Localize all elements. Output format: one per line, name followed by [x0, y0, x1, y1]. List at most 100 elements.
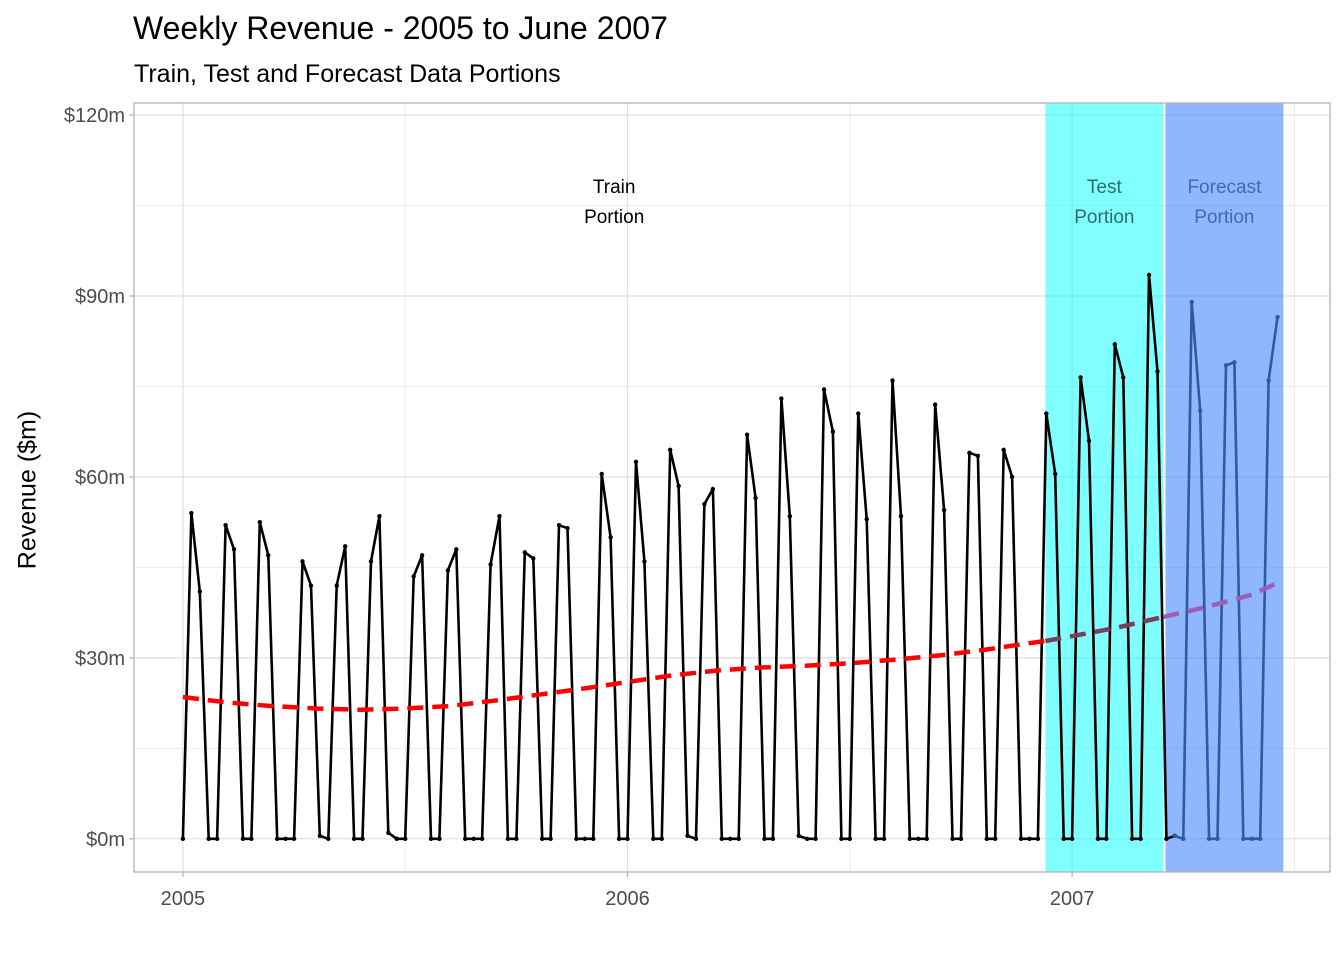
actual-point: [479, 836, 485, 842]
actual-point: [728, 836, 733, 842]
actual-point: [386, 830, 391, 835]
actual-point: [180, 836, 186, 842]
actual-point: [651, 836, 656, 842]
actual-point: [574, 836, 579, 842]
forecast-point: [1257, 836, 1263, 842]
actual-point: [291, 836, 297, 842]
actual-point: [454, 547, 459, 552]
actual-point: [932, 402, 938, 407]
region-test-portion: [1045, 103, 1164, 872]
forecast-point: [1275, 314, 1280, 320]
actual-point: [206, 836, 211, 842]
actual-point: [975, 453, 981, 459]
actual-point: [565, 526, 570, 531]
actual-point: [941, 507, 947, 513]
actual-point: [582, 836, 588, 842]
forecast-point: [1232, 360, 1237, 365]
actual-point: [916, 836, 921, 842]
actual-point: [907, 836, 913, 842]
actual-point: [1078, 375, 1083, 380]
x-tick-label: 2005: [161, 888, 206, 910]
actual-point: [967, 450, 972, 456]
actual-point: [1035, 836, 1041, 842]
forecast-point: [1266, 378, 1271, 383]
chart-title: Weekly Revenue - 2005 to June 2007: [133, 10, 668, 46]
actual-point: [864, 516, 869, 522]
actual-point: [1009, 474, 1015, 480]
actual-point: [1027, 836, 1032, 842]
actual-point: [317, 833, 323, 839]
actual-point: [240, 836, 246, 842]
actual-point: [796, 833, 801, 839]
actual-point: [873, 836, 878, 842]
actual-point: [1044, 411, 1049, 416]
actual-point: [411, 574, 416, 579]
actual-point: [847, 836, 853, 842]
actual-point: [1164, 836, 1169, 842]
actual-point: [342, 544, 348, 549]
actual-point: [744, 432, 750, 437]
actual-point: [522, 550, 528, 555]
region-label-line: Test: [1087, 177, 1123, 198]
actual-point: [625, 836, 630, 842]
actual-point: [231, 547, 237, 552]
series-group: [180, 272, 1280, 842]
forecast-point: [1189, 299, 1194, 305]
actual-point: [257, 519, 263, 525]
actual-point: [762, 836, 767, 842]
actual-point: [326, 836, 331, 842]
actual-point: [548, 836, 553, 842]
actual-point: [189, 510, 194, 516]
actual-point: [950, 836, 955, 842]
region-label-test-portion: Test Portion: [1074, 177, 1134, 228]
panel-border: [133, 102, 1331, 873]
actual-point: [428, 836, 434, 842]
trend-line: [1045, 614, 1164, 644]
actual-point: [445, 568, 451, 573]
chart-subtitle: Train, Test and Forecast Data Portions: [134, 60, 561, 88]
actual-point: [984, 836, 989, 842]
actual-point: [1095, 836, 1101, 842]
actual-point: [197, 589, 203, 594]
actual-point: [839, 836, 844, 842]
actual-point: [463, 836, 468, 842]
actual-point: [813, 836, 818, 842]
region-label-line: Portion: [584, 207, 644, 228]
forecast-point: [1223, 363, 1229, 368]
actual-point: [1155, 369, 1160, 374]
actual-point: [514, 836, 519, 842]
actual-point: [266, 553, 271, 558]
region-label-line: Portion: [1074, 207, 1134, 228]
actual-revenue-line: [181, 273, 1176, 841]
y-tick-label: $30m: [75, 648, 125, 670]
actual-point: [556, 522, 562, 528]
actual-point: [368, 559, 374, 564]
y-tick-label: $60m: [75, 467, 125, 489]
actual-point: [1069, 836, 1075, 842]
actual-point: [710, 486, 716, 492]
actual-point: [283, 836, 288, 842]
actual-point: [497, 513, 502, 519]
actual-point: [403, 836, 408, 842]
actual-point: [505, 836, 511, 842]
actual-point: [719, 836, 724, 842]
actual-point: [377, 513, 382, 519]
y-tick-label: $120m: [64, 105, 125, 127]
actual-point: [531, 556, 536, 561]
actual-point: [1053, 471, 1058, 477]
actual-point: [539, 836, 545, 842]
actual-point: [419, 553, 425, 558]
actual-point: [890, 378, 895, 383]
forecast-point: [1249, 836, 1254, 842]
x-tick-label: 2007: [1050, 888, 1095, 910]
actual-point: [1146, 272, 1152, 278]
region-label-forecast-portion: Forecast Portion: [1187, 177, 1262, 228]
actual-point: [787, 513, 792, 519]
actual-point: [1129, 836, 1135, 842]
actual-point: [608, 535, 613, 540]
actual-point: [1001, 447, 1006, 453]
actual-point: [702, 501, 707, 507]
region-labels: Train Portion Test Portion Forecast Portion: [584, 177, 1262, 228]
actual-point: [770, 836, 776, 842]
actual-point: [274, 836, 280, 842]
